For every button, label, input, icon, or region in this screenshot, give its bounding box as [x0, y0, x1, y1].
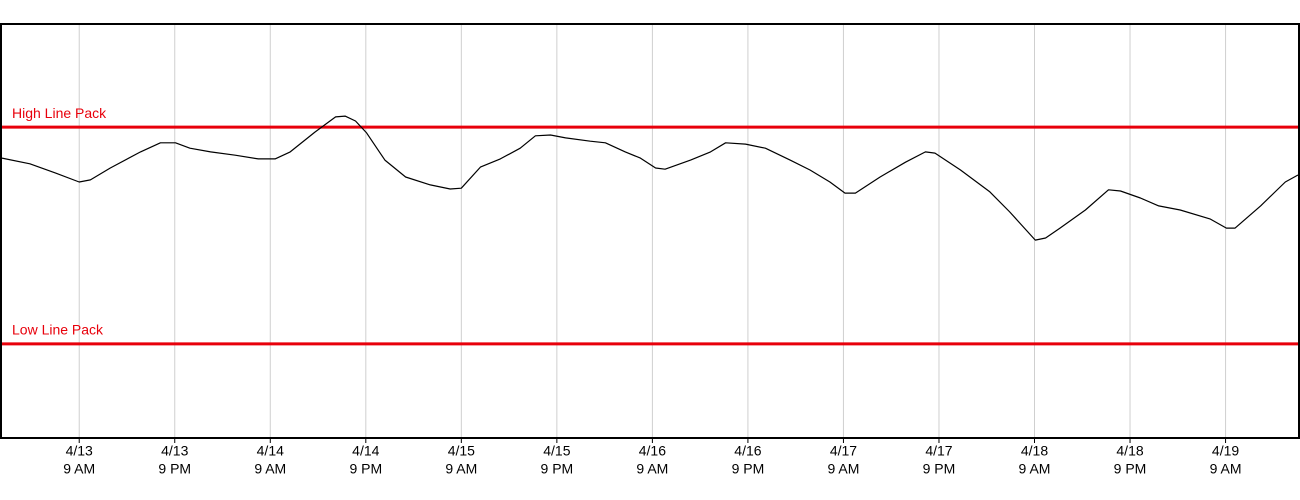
x-tick-label: 4/19 — [1212, 443, 1239, 459]
x-tick-label: 9 AM — [63, 461, 95, 477]
x-tick-label: 9 PM — [349, 461, 382, 477]
x-tick-label: 4/14 — [352, 443, 379, 459]
x-tick-label: 9 PM — [732, 461, 765, 477]
x-tick-label: 9 AM — [445, 461, 477, 477]
x-tick-label: 9 AM — [636, 461, 668, 477]
x-tick-label: 4/18 — [1021, 443, 1048, 459]
data-line — [1, 115, 1299, 241]
x-tick-label: 9 PM — [1114, 461, 1147, 477]
x-tick-label: 9 AM — [1210, 461, 1242, 477]
plot-frame — [0, 23, 1300, 439]
x-tick-label: 4/16 — [734, 443, 761, 459]
x-tick-label: 4/15 — [543, 443, 570, 459]
x-tick-label: 9 PM — [541, 461, 574, 477]
x-tick-label: 4/17 — [830, 443, 857, 459]
threshold-label: High Line Pack — [12, 105, 107, 121]
x-tick-label: 4/13 — [161, 443, 188, 459]
x-tick-label: 9 AM — [827, 461, 859, 477]
x-tick-label: 9 PM — [923, 461, 956, 477]
x-tick-label: 4/16 — [639, 443, 666, 459]
x-tick-label: 9 AM — [1019, 461, 1051, 477]
x-tick-label: 9 AM — [254, 461, 286, 477]
x-tick-label: 4/18 — [1116, 443, 1143, 459]
x-tick-label: 4/17 — [925, 443, 952, 459]
x-tick-label: 4/15 — [448, 443, 475, 459]
x-tick-label: 4/13 — [66, 443, 93, 459]
x-tick-label: 9 PM — [158, 461, 191, 477]
x-tick-label: 4/14 — [257, 443, 284, 459]
threshold-label: Low Line Pack — [12, 322, 104, 338]
